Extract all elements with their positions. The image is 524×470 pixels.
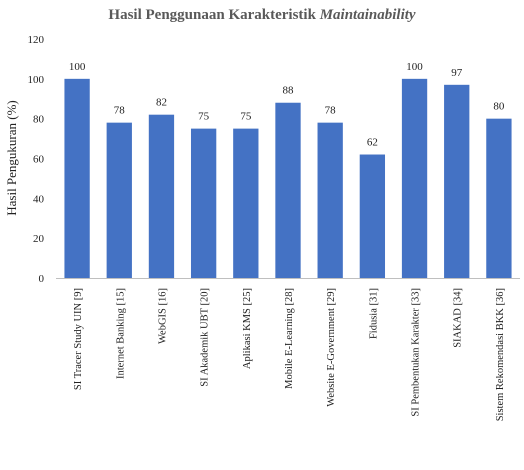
bar [64,78,90,278]
bar-value-label: 80 [493,101,505,113]
y-axis: 0 20 40 60 80 100 120 [28,34,45,285]
chart-title-main: Hasil Penggunaan Karakteristik [108,7,319,23]
bar-value-label: 78 [325,105,337,117]
x-tick-label: Fidusia [31] [368,288,379,339]
bar [401,78,428,278]
bar [444,84,470,278]
x-tick-label: SI Tracer Study UIN [9] [73,288,84,390]
x-tick-label: Sistem Rekomendasi BKK [36] [495,288,506,421]
bar [486,118,512,279]
bar-value-label: 82 [156,97,167,109]
y-tick-label: 40 [33,193,45,205]
bar [190,128,217,278]
y-tick-label: 60 [33,154,45,166]
x-tick-label: WebGIS [16] [157,288,168,344]
bar [106,122,132,279]
x-tick-label: SI Pembentukan Karakter [33] [411,288,422,417]
bar [317,122,343,279]
bar-value-label: 62 [367,137,378,149]
value-labels-group: 100 78 82 75 75 88 78 62 100 97 80 [69,61,505,149]
x-tick-label: Mobile E-Learning [28] [284,288,295,389]
bars-group [64,78,512,279]
bar-value-label: 75 [198,111,210,123]
bar-value-label: 100 [69,61,86,73]
chart-title: Hasil Penggunaan Karakteristik Maintaina… [108,7,415,23]
bar [148,114,175,278]
y-axis-label: Hasil Pengukuran (%) [4,100,19,216]
x-tick-label: SIAKAD [34] [453,288,464,348]
x-tick-label: Aplikasi KMS [25] [242,288,253,369]
bar-value-label: 100 [406,61,423,73]
bar-value-label: 97 [451,67,463,79]
y-tick-label: 120 [28,34,45,46]
x-axis-tick-labels: SI Tracer Study UIN [9] Internet Banking … [73,288,506,421]
y-tick-label: 0 [39,273,45,285]
bar [275,102,301,278]
bar [359,154,386,278]
bar-value-label: 75 [240,111,252,123]
y-tick-label: 80 [33,114,45,126]
y-tick-label: 100 [28,74,45,86]
x-tick-label: SI Akademik UBT [20] [200,288,211,387]
y-tick-label: 20 [33,233,45,245]
x-tick-label: Website E-Government [29] [326,288,337,407]
bar-value-label: 78 [114,105,126,117]
x-tick-label: Internet Banking [15] [115,288,126,379]
bar [233,128,259,278]
bar-value-label: 88 [283,85,295,97]
chart-title-emphasis: Maintainability [319,7,416,23]
